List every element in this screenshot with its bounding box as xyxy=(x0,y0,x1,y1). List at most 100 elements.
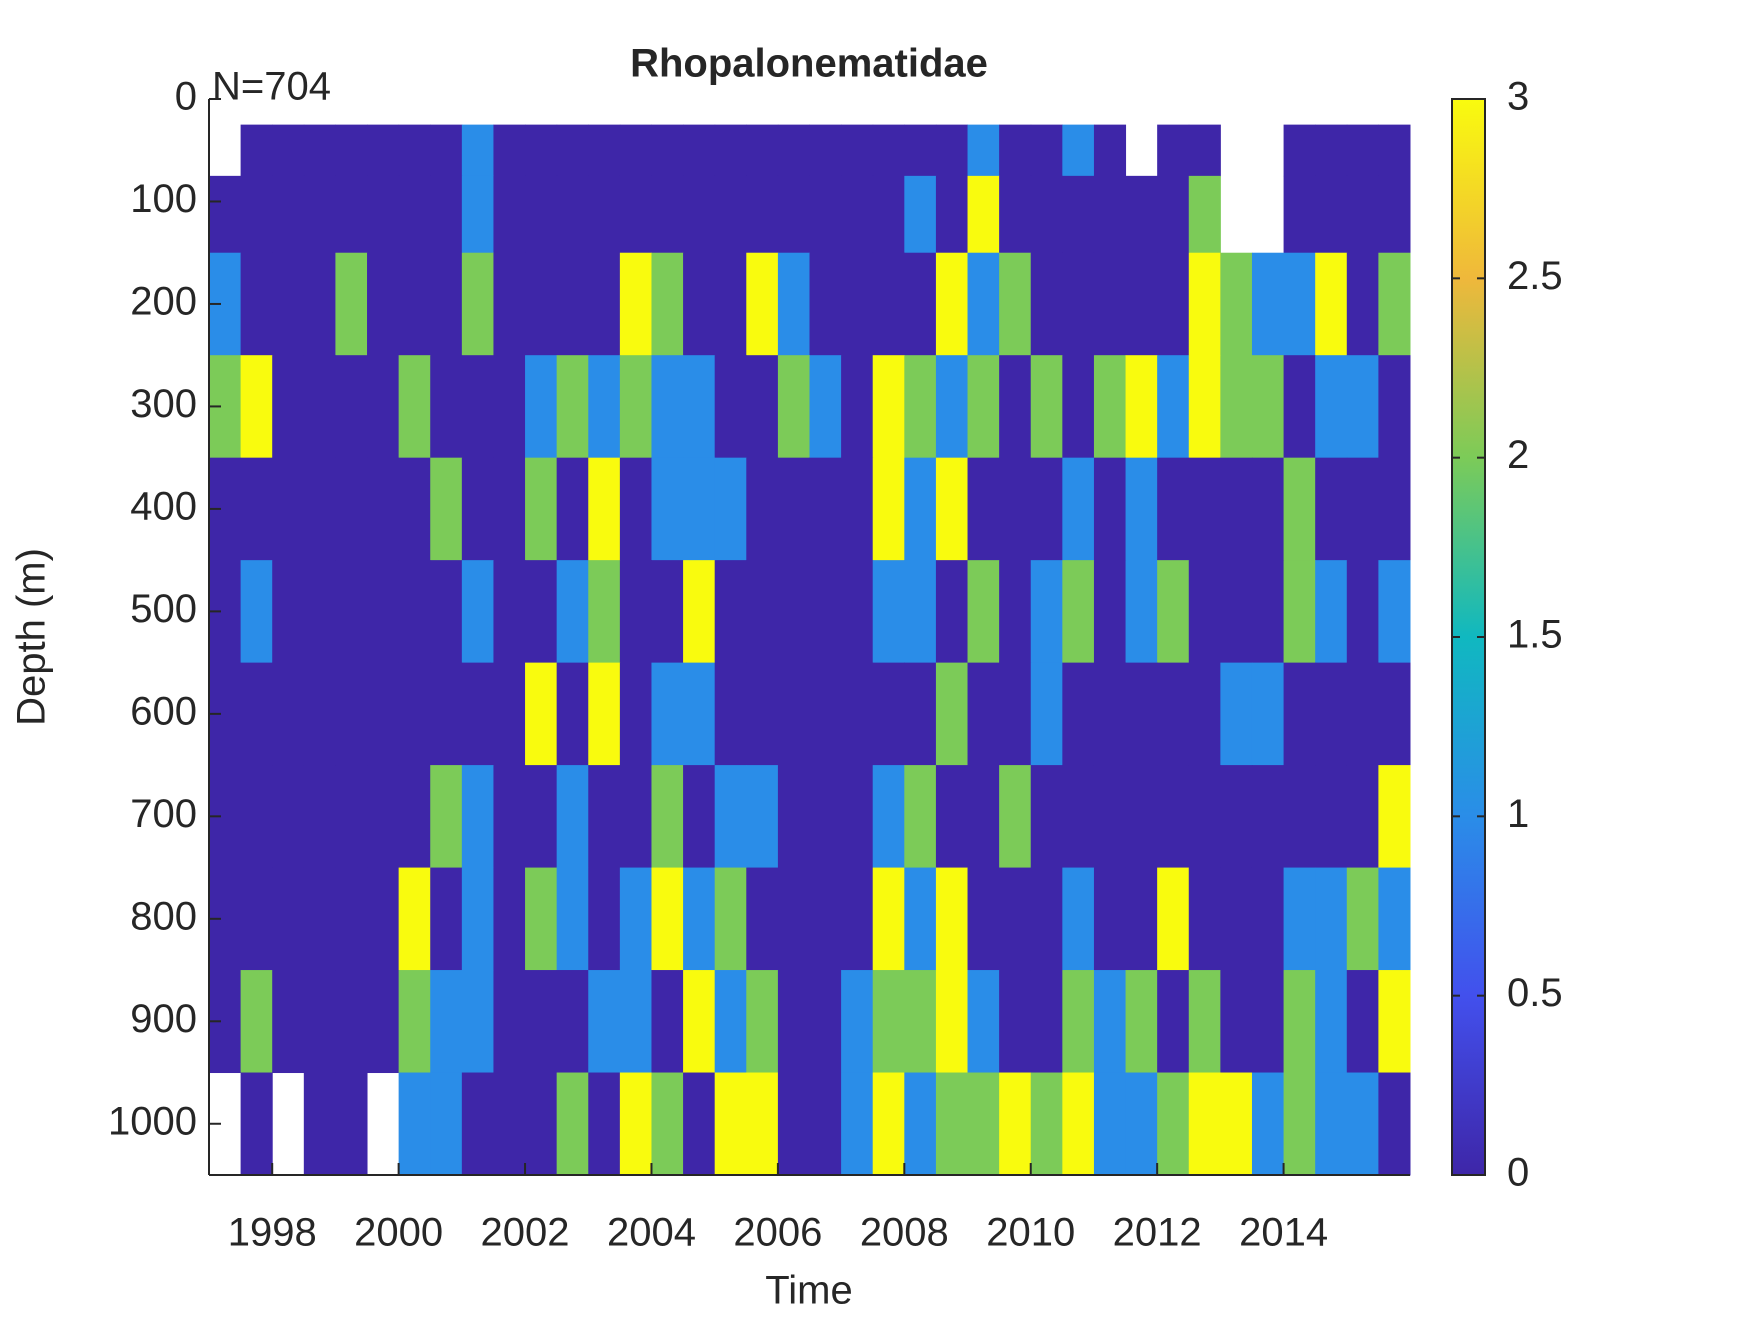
heatmap-cell xyxy=(714,867,747,971)
heatmap-cell xyxy=(651,560,684,664)
heatmap-cell xyxy=(809,867,842,971)
heatmap-cell xyxy=(1093,252,1127,356)
heatmap-cell xyxy=(1220,355,1253,459)
heatmap-cell xyxy=(746,175,779,254)
heatmap-cell xyxy=(1346,867,1379,971)
heatmap-cell xyxy=(967,124,1000,177)
heatmap-cell xyxy=(398,867,431,971)
heatmap-cell xyxy=(1062,175,1095,254)
heatmap-cell xyxy=(1093,765,1127,869)
heatmap-cell xyxy=(430,355,463,459)
x-tick-label: 1998 xyxy=(228,1211,317,1255)
heatmap-cell xyxy=(1157,124,1190,177)
heatmap-cell xyxy=(1062,765,1095,869)
heatmap-cell xyxy=(240,355,273,459)
heatmap-cell xyxy=(1125,252,1158,356)
heatmap-cell xyxy=(272,662,305,766)
heatmap-cell xyxy=(651,252,684,356)
heatmap-cell xyxy=(1062,457,1095,561)
heatmap-cell xyxy=(398,970,431,1074)
heatmap-cell xyxy=(872,124,905,177)
y-tick-label: 800 xyxy=(130,894,197,938)
heatmap-cell xyxy=(1315,1072,1348,1176)
heatmap-cell xyxy=(303,1072,336,1176)
heatmap-cell xyxy=(1157,970,1190,1074)
heatmap-cell xyxy=(714,175,747,254)
heatmap-cell xyxy=(493,1072,526,1176)
heatmap-cell xyxy=(1378,765,1411,869)
heatmap-cell xyxy=(1030,662,1063,766)
heatmap-cell xyxy=(904,765,937,869)
heatmap-cell xyxy=(1030,252,1063,356)
heatmap-cell xyxy=(335,252,368,356)
x-tick-label: 2002 xyxy=(481,1211,570,1255)
heatmap-cell xyxy=(1062,355,1095,459)
heatmap-cell xyxy=(1188,1072,1221,1176)
heatmap-cell xyxy=(335,662,368,766)
heatmap-cell xyxy=(841,124,874,177)
heatmap-cell xyxy=(1125,457,1158,561)
heatmap-cell xyxy=(1093,1072,1127,1176)
heatmap-cell xyxy=(714,252,747,356)
heatmap-cell xyxy=(1220,1072,1253,1176)
heatmap-cell xyxy=(651,970,684,1074)
heatmap-cell xyxy=(430,457,463,561)
heatmap-cell xyxy=(1220,457,1253,561)
heatmap-cell xyxy=(1157,252,1190,356)
heatmap-cell xyxy=(525,662,558,766)
heatmap-cell xyxy=(1030,175,1063,254)
heatmap-cell xyxy=(430,1072,463,1176)
heatmap-cell xyxy=(1346,560,1379,664)
heatmap-cell xyxy=(588,457,621,561)
heatmap-cell xyxy=(777,457,810,561)
heatmap-cell xyxy=(777,560,810,664)
x-tick-label: 2012 xyxy=(1113,1211,1202,1255)
heatmap-cell xyxy=(904,457,937,561)
heatmap-cell xyxy=(1346,765,1379,869)
heatmap-cell xyxy=(335,124,368,177)
heatmap-cell xyxy=(714,124,747,177)
heatmap-cell xyxy=(240,662,273,766)
heatmap-cell xyxy=(461,765,494,869)
heatmap-cell xyxy=(461,355,494,459)
heatmap-cell xyxy=(588,355,621,459)
heatmap-cell xyxy=(619,175,652,254)
heatmap-cell xyxy=(556,560,589,664)
heatmap-cell xyxy=(999,457,1032,561)
heatmap-cell xyxy=(777,175,810,254)
heatmap-cell xyxy=(967,457,1000,561)
heatmap-cell xyxy=(651,867,684,971)
heatmap-cell xyxy=(430,560,463,664)
heatmap-cell xyxy=(1157,457,1190,561)
heatmap-cell xyxy=(841,252,874,356)
heatmap-cell xyxy=(525,560,558,664)
heatmap-cell xyxy=(367,457,400,561)
heatmap-cell xyxy=(1030,457,1063,561)
y-tick-label: 400 xyxy=(130,484,197,528)
heatmap-cell xyxy=(1125,970,1158,1074)
heatmap-cell xyxy=(493,124,526,177)
heatmap-cell xyxy=(461,1072,494,1176)
heatmap-cell xyxy=(1188,355,1221,459)
heatmap-cell xyxy=(367,560,400,664)
heatmap-cell xyxy=(1378,970,1411,1074)
heatmap-cell xyxy=(841,355,874,459)
heatmap-cell xyxy=(1315,560,1348,664)
heatmap-cell xyxy=(1346,457,1379,561)
heatmap-cell xyxy=(1346,124,1379,177)
y-tick-label: 600 xyxy=(130,689,197,733)
heatmap-cell xyxy=(841,765,874,869)
heatmap-cell xyxy=(430,867,463,971)
heatmap-cell xyxy=(525,970,558,1074)
heatmap-cell xyxy=(746,1072,779,1176)
heatmap-cell xyxy=(1188,175,1221,254)
heatmap-cell xyxy=(556,124,589,177)
heatmap-cell xyxy=(619,252,652,356)
heatmap-cell xyxy=(746,867,779,971)
heatmap-cell xyxy=(714,662,747,766)
heatmap-cell xyxy=(1157,175,1190,254)
heatmap-cell xyxy=(1030,867,1063,971)
y-tick-label: 1000 xyxy=(108,1099,197,1143)
heatmap-cell xyxy=(335,457,368,561)
heatmap-cell xyxy=(999,355,1032,459)
